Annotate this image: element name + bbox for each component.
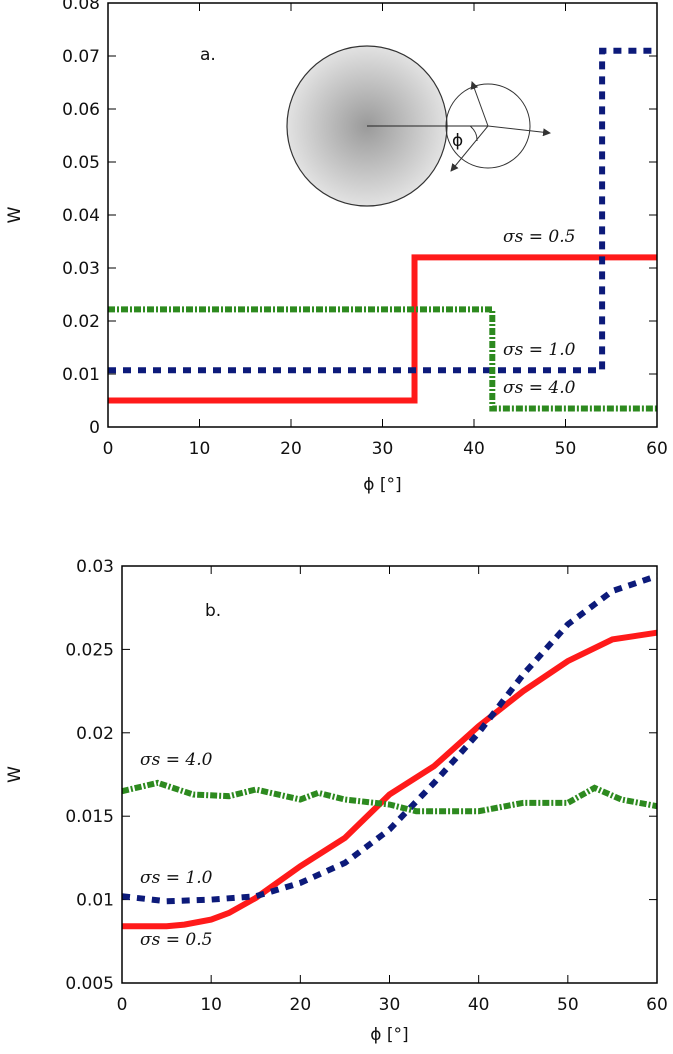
x-tick-label: 0 xyxy=(117,995,128,1015)
series-line xyxy=(108,306,657,412)
x-tick-label: 0 xyxy=(103,439,114,459)
x-axis-label: ϕ [°] xyxy=(370,1025,408,1045)
series-line xyxy=(121,779,658,815)
inset-label: ϕ xyxy=(452,131,463,151)
panel-label: b. xyxy=(205,601,221,621)
y-tick-label: 0.025 xyxy=(65,640,114,660)
y-tick-label: 0.04 xyxy=(62,206,100,226)
series-label: σs = 4.0 xyxy=(140,750,213,770)
x-tick-label: 30 xyxy=(372,439,394,459)
plot-frame xyxy=(121,565,658,984)
y-tick-label: 0.03 xyxy=(76,557,114,577)
x-tick-label: 60 xyxy=(646,995,668,1015)
x-tick-label: 40 xyxy=(468,995,490,1015)
series-line xyxy=(122,629,658,930)
y-tick-label: 0 xyxy=(89,418,100,438)
x-tick-label: 50 xyxy=(555,439,577,459)
y-tick-label: 0.02 xyxy=(62,312,100,332)
y-tick-label: 0.08 xyxy=(62,0,100,14)
y-axis-label: W xyxy=(5,766,25,783)
series-line xyxy=(121,573,658,905)
x-tick-label: 60 xyxy=(646,439,668,459)
y-tick-label: 0.03 xyxy=(62,259,100,279)
panel-label: a. xyxy=(200,45,216,65)
y-tick-label: 0.01 xyxy=(76,891,114,911)
y-tick-label: 0.015 xyxy=(65,807,114,827)
y-tick-label: 0.005 xyxy=(65,974,114,994)
y-tick-label: 0.01 xyxy=(62,365,100,385)
plot-frame xyxy=(107,2,658,428)
x-tick-label: 50 xyxy=(557,995,579,1015)
x-tick-label: 20 xyxy=(290,995,312,1015)
x-axis-label: ϕ [°] xyxy=(363,475,401,495)
series-label: σs = 1.0 xyxy=(140,868,213,888)
inset-diagram: ϕ xyxy=(286,45,551,207)
x-tick-label: 10 xyxy=(200,995,222,1015)
x-tick-label: 20 xyxy=(280,439,302,459)
y-tick-label: 0.06 xyxy=(62,100,100,120)
series-line xyxy=(108,47,657,374)
y-tick-label: 0.02 xyxy=(76,724,114,744)
y-tick-label: 0.07 xyxy=(62,47,100,67)
series-label: σs = 0.5 xyxy=(140,930,212,950)
x-tick-label: 10 xyxy=(189,439,211,459)
x-tick-label: 30 xyxy=(379,995,401,1015)
series-label: σs = 4.0 xyxy=(503,378,576,398)
series-label: σs = 0.5 xyxy=(503,227,575,247)
y-axis-label: W xyxy=(5,206,25,223)
series-label: σs = 1.0 xyxy=(503,340,576,360)
series-line xyxy=(108,254,657,404)
x-tick-label: 40 xyxy=(463,439,485,459)
y-tick-label: 0.05 xyxy=(62,153,100,173)
